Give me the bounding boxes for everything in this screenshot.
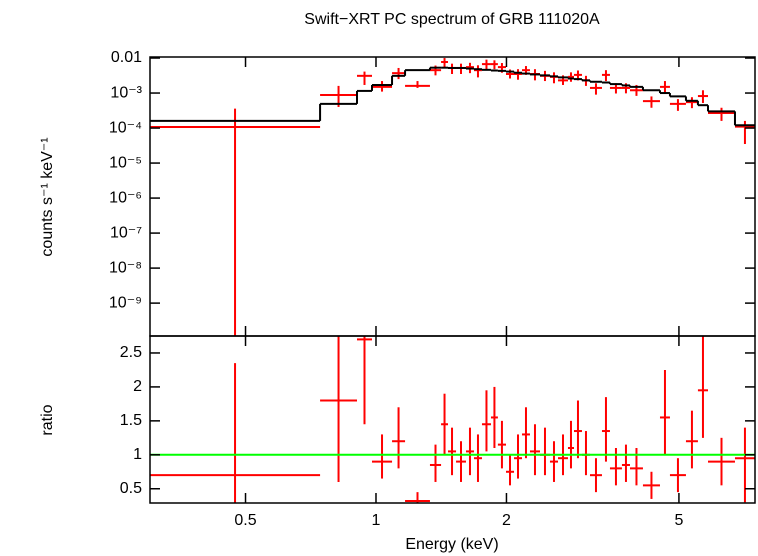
y-tick-label: 10⁻⁹	[109, 294, 142, 311]
x-axis-label: Energy (keV)	[405, 536, 498, 553]
y-tick-label: 1	[133, 446, 142, 463]
y-tick-label: 2	[133, 378, 142, 395]
y-tick-label: 10⁻³	[110, 84, 142, 101]
y-tick-label: 10⁻⁵	[109, 154, 142, 171]
x-tick-label: 1	[372, 512, 381, 529]
y-tick-label: 0.01	[111, 49, 142, 66]
y-tick-label: 10⁻⁷	[110, 224, 142, 241]
y-tick-label: 10⁻⁴	[109, 119, 142, 136]
x-tick-label: 0.5	[234, 512, 256, 529]
axes: 0.01 10⁻³ 10⁻⁴ 10⁻⁵ 10⁻⁶ 10⁻⁷ 10⁻⁸ 10⁻⁹ 0.5 1 1.5 2…	[109, 49, 756, 529]
x-tick-label: 2	[502, 512, 511, 529]
plot-frame	[149, 335, 756, 504]
y-tick-label: 10⁻⁸	[109, 259, 142, 276]
y-axis-label: counts s⁻¹ keV⁻¹	[39, 137, 56, 256]
y-tick-label: 10⁻⁶	[109, 189, 142, 206]
chart-title: Swift−XRT PC spectrum of GRB 111020A	[304, 11, 600, 28]
x-tick-label: 5	[674, 512, 683, 529]
y-tick-label: 1.5	[120, 412, 142, 429]
y-tick-label: 0.5	[120, 480, 142, 497]
y-tick-label: 2.5	[120, 344, 142, 361]
plot-area	[150, 336, 755, 503]
plot-frame	[149, 56, 756, 337]
y-axis-label: ratio	[39, 404, 56, 435]
plot-area	[150, 58, 755, 336]
